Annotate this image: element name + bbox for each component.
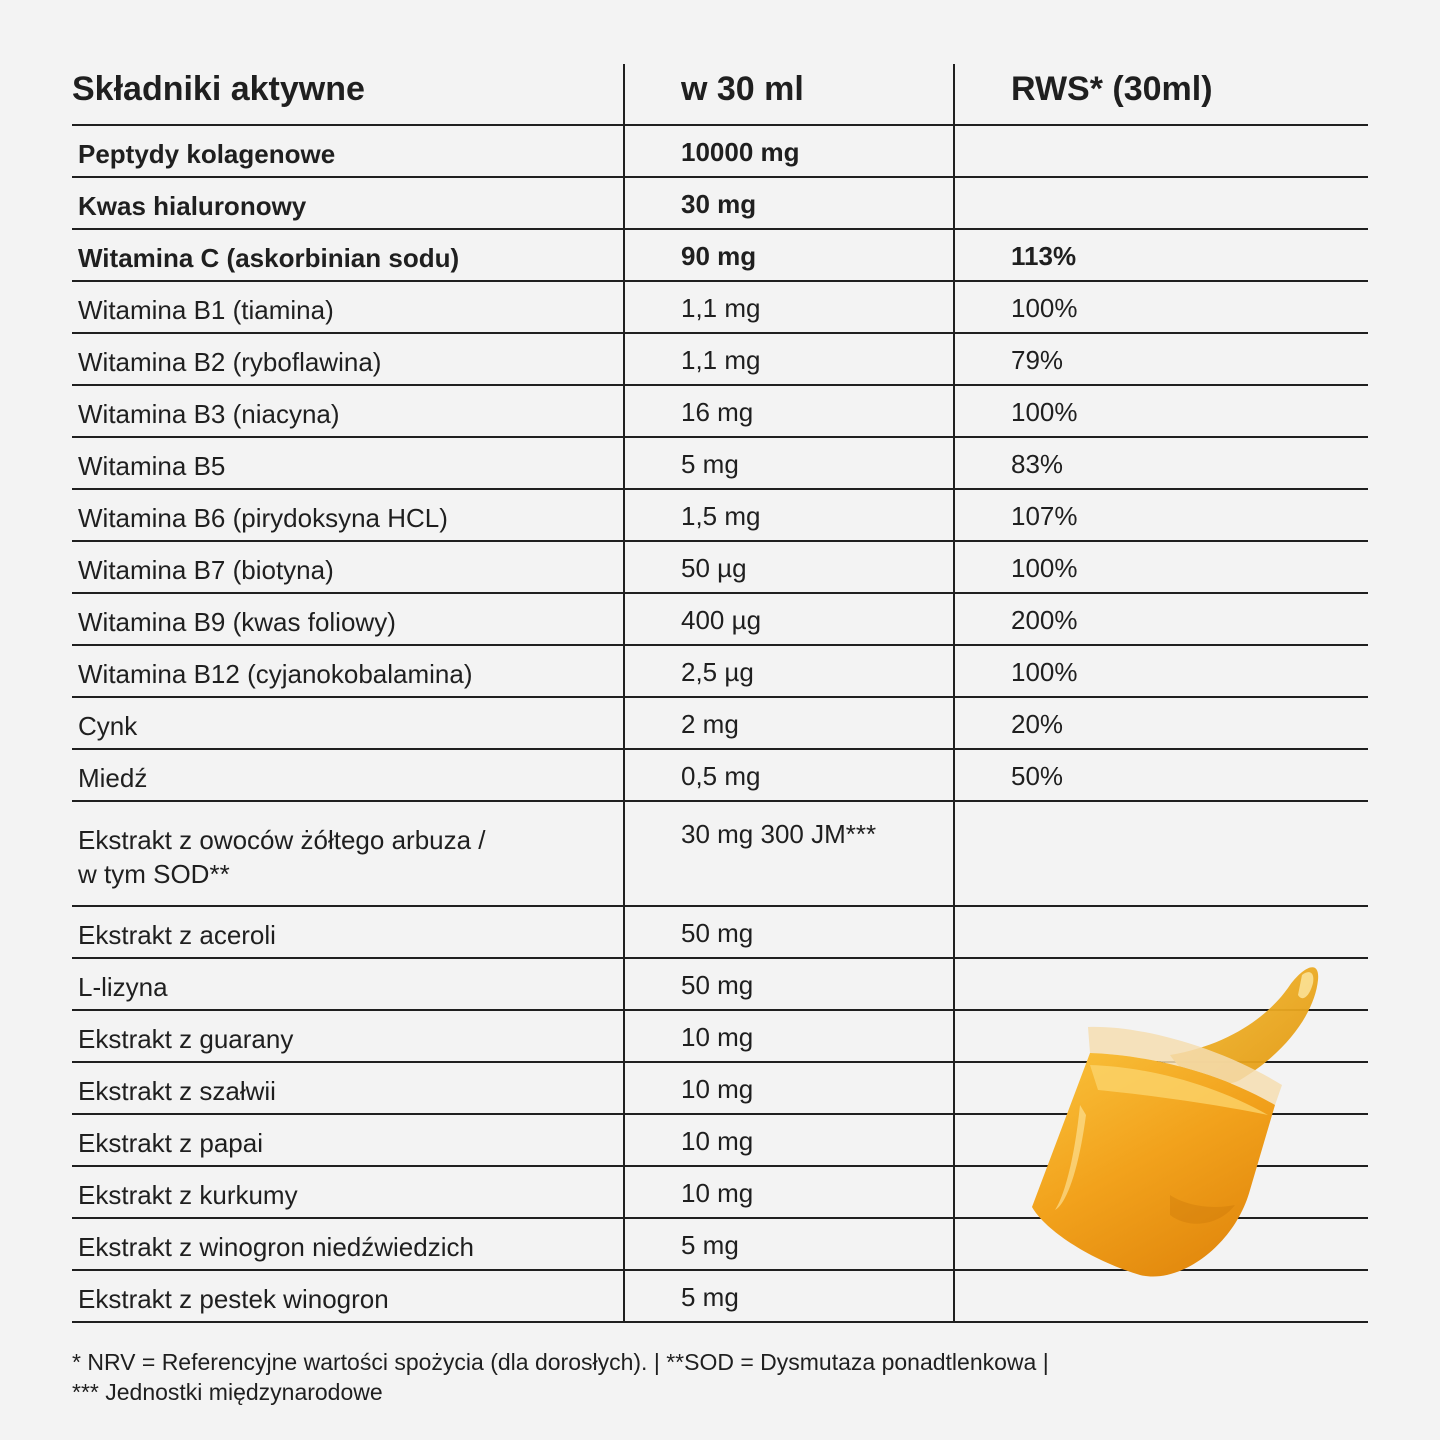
ingredient-amount: 10 mg <box>625 1115 955 1165</box>
ingredient-amount: 10 mg <box>625 1167 955 1217</box>
ingredient-name: Peptydy kolagenowe <box>72 126 625 176</box>
ingredient-amount: 16 mg <box>625 386 955 436</box>
ingredient-name: Witamina B9 (kwas foliowy) <box>72 594 625 644</box>
ingredient-name: Witamina B3 (niacyna) <box>72 386 625 436</box>
ingredient-amount: 10 mg <box>625 1063 955 1113</box>
ingredient-name: Ekstrakt z szałwii <box>72 1063 625 1113</box>
ingredient-amount: 30 mg <box>625 178 955 228</box>
ingredient-rws: 100% <box>1011 397 1078 427</box>
ingredient-rws: 100% <box>1011 293 1078 323</box>
ingredient-rws <box>955 802 1368 905</box>
table-row: Ekstrakt z owoców żółtego arbuza / w tym… <box>72 802 1368 907</box>
table-row: Ekstrakt z papai 10 mg <box>72 1115 1368 1167</box>
table-row: Ekstrakt z szałwii 10 mg <box>72 1063 1368 1115</box>
ingredient-amount: 50 mg <box>625 907 955 957</box>
ingredient-rws: 20% <box>1011 709 1064 739</box>
ingredients-table: Składniki aktywne w 30 ml RWS* (30ml) Pe… <box>72 64 1368 1323</box>
ingredient-name: Ekstrakt z papai <box>72 1115 625 1165</box>
table-row: Kwas hialuronowy 30 mg <box>72 178 1368 230</box>
ingredient-name: Witamina B5 <box>72 438 625 488</box>
table-row: Witamina C (askorbinian sodu) 90 mg 113% <box>72 230 1368 282</box>
ingredient-amount: 30 mg 300 JM*** <box>625 802 955 905</box>
ingredient-name: Witamina B7 (biotyna) <box>72 542 625 592</box>
ingredient-name: Witamina B1 (tiamina) <box>72 282 625 332</box>
ingredient-amount: 10000 mg <box>625 126 955 176</box>
ingredient-amount: 1,1 mg <box>625 282 955 332</box>
table-row: Witamina B5 5 mg 83% <box>72 438 1368 490</box>
ingredient-name: Miedź <box>72 750 625 800</box>
ingredient-amount: 50 µg <box>625 542 955 592</box>
table-row: Ekstrakt z aceroli 50 mg <box>72 907 1368 959</box>
table-row: Ekstrakt z winogron niedźwiedzich 5 mg <box>72 1219 1368 1271</box>
header-rws: RWS* (30ml) <box>1011 70 1213 108</box>
ingredient-rws: 50% <box>1011 761 1064 791</box>
footnote-line1: * NRV = Referencyjne wartości spożycia (… <box>72 1349 1049 1375</box>
ingredient-rws: 113% <box>1011 241 1077 271</box>
table-row: Witamina B6 (pirydoksyna HCL) 1,5 mg 107… <box>72 490 1368 542</box>
ingredient-name: Witamina B12 (cyjanokobalamina) <box>72 646 625 696</box>
ingredient-amount: 5 mg <box>625 1271 955 1321</box>
footnote: * NRV = Referencyjne wartości spożycia (… <box>72 1347 1272 1407</box>
ingredient-amount: 50 mg <box>625 959 955 1009</box>
ingredient-name-line2: w tym SOD** <box>78 859 230 889</box>
header-ingredients: Składniki aktywne <box>72 64 625 124</box>
ingredient-name: Ekstrakt z guarany <box>72 1011 625 1061</box>
table-row: Witamina B2 (ryboflawina) 1,1 mg 79% <box>72 334 1368 386</box>
table-row: Cynk 2 mg 20% <box>72 698 1368 750</box>
ingredient-rws <box>955 178 1368 228</box>
footnote-line2: *** Jednostki międzynarodowe <box>72 1379 383 1405</box>
ingredient-rws: 100% <box>1011 657 1078 687</box>
table-row: Witamina B3 (niacyna) 16 mg 100% <box>72 386 1368 438</box>
table-row: Ekstrakt z kurkumy 10 mg <box>72 1167 1368 1219</box>
ingredient-amount: 0,5 mg <box>625 750 955 800</box>
ingredient-rws: 83% <box>1011 449 1064 479</box>
table-row: L-lizyna 50 mg <box>72 959 1368 1011</box>
ingredient-rws: 100% <box>1011 553 1078 583</box>
ingredient-amount: 400 µg <box>625 594 955 644</box>
table-row: Ekstrakt z guarany 10 mg <box>72 1011 1368 1063</box>
ingredient-name: Ekstrakt z aceroli <box>72 907 625 957</box>
ingredient-amount: 1,5 mg <box>625 490 955 540</box>
ingredient-rws: 79% <box>1011 345 1064 375</box>
table-header-row: Składniki aktywne w 30 ml RWS* (30ml) <box>72 64 1368 126</box>
ingredient-name: Ekstrakt z kurkumy <box>72 1167 625 1217</box>
ingredient-amount: 5 mg <box>625 1219 955 1269</box>
ingredient-name: L-lizyna <box>72 959 625 1009</box>
liquid-shot-cup-image <box>1032 967 1319 1277</box>
ingredient-rws <box>955 126 1368 176</box>
ingredient-rws: 107% <box>1011 501 1078 531</box>
table-row: Peptydy kolagenowe 10000 mg <box>72 126 1368 178</box>
ingredient-amount: 90 mg <box>625 230 955 280</box>
table-row: Witamina B1 (tiamina) 1,1 mg 100% <box>72 282 1368 334</box>
ingredient-amount: 10 mg <box>625 1011 955 1061</box>
table-row: Witamina B9 (kwas foliowy) 400 µg 200% <box>72 594 1368 646</box>
header-amount: w 30 ml <box>625 64 955 124</box>
ingredient-amount: 2,5 µg <box>625 646 955 696</box>
table-row: Ekstrakt z pestek winogron 5 mg <box>72 1271 1368 1323</box>
table-row: Witamina B12 (cyjanokobalamina) 2,5 µg 1… <box>72 646 1368 698</box>
table-row: Witamina B7 (biotyna) 50 µg 100% <box>72 542 1368 594</box>
ingredient-rws: 200% <box>1011 605 1078 635</box>
ingredient-name: Witamina B2 (ryboflawina) <box>72 334 625 384</box>
ingredient-amount: 1,1 mg <box>625 334 955 384</box>
ingredient-name: Ekstrakt z pestek winogron <box>72 1271 625 1321</box>
ingredient-amount: 2 mg <box>625 698 955 748</box>
ingredient-name-line1: Ekstrakt z owoców żółtego arbuza / <box>78 825 486 855</box>
table-row: Miedź 0,5 mg 50% <box>72 750 1368 802</box>
ingredient-amount: 5 mg <box>625 438 955 488</box>
ingredient-name: Kwas hialuronowy <box>72 178 625 228</box>
ingredient-name: Ekstrakt z winogron niedźwiedzich <box>72 1219 625 1269</box>
ingredient-rws <box>955 907 1368 957</box>
ingredient-name: Witamina C (askorbinian sodu) <box>72 230 625 280</box>
ingredient-name: Cynk <box>72 698 625 748</box>
ingredient-name: Ekstrakt z owoców żółtego arbuza / w tym… <box>72 802 625 905</box>
ingredient-name: Witamina B6 (pirydoksyna HCL) <box>72 490 625 540</box>
